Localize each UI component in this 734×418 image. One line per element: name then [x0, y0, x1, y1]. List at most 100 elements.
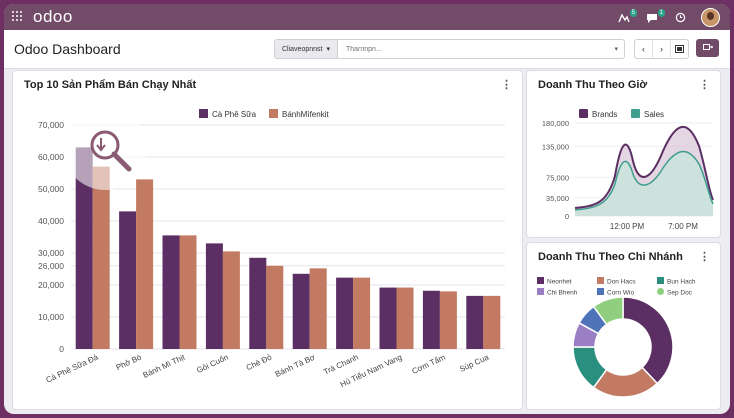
area-chart-title: Doanh Thu Theo Giờ — [538, 79, 648, 91]
top-products-card: Top 10 Sản Phẩm Bán Chạy Nhất ⋮ Cà Phê S… — [12, 70, 523, 410]
bar — [162, 235, 180, 349]
donut-legend-swatch — [657, 288, 664, 295]
area-chart-menu-icon[interactable]: ⋮ — [699, 79, 710, 91]
bar-xtick-label: Cà Phê Sữa Đá — [45, 352, 101, 384]
area-legend-swatch — [579, 109, 588, 118]
donut-slice — [592, 296, 624, 326]
bar-ytick-label: 10,000 — [38, 312, 64, 322]
bar — [179, 235, 197, 349]
branch-revenue-card: Doanh Thu Theo Chi Nhánh ⋮ Neonhet Don Ha… — [526, 242, 721, 410]
bar — [292, 273, 310, 349]
bar-ytick-label: 60,000 — [38, 152, 64, 162]
facet-dropdown-icon: ▾ — [326, 46, 330, 53]
bar — [75, 147, 93, 349]
area-ytick-label: 0 — [565, 212, 569, 221]
bar-ytick-label: 70,000 — [38, 120, 64, 130]
facet-label: Cliaveopnnst — [282, 45, 323, 53]
bar-ytick-label: 50,000 — [38, 184, 64, 194]
bar-ytick-label: 40,000 — [38, 216, 64, 226]
area-ytick-label: 75,000 — [546, 173, 569, 182]
donut-chart-menu-icon[interactable]: ⋮ — [699, 251, 710, 263]
bar-legend-swatch — [199, 109, 208, 118]
bar — [205, 243, 223, 349]
donut-legend-swatch — [657, 277, 664, 284]
magnifier-icon — [90, 130, 120, 160]
bar-xtick-label: Cơm Tấm — [411, 353, 448, 376]
pager: ‹ › — [634, 39, 689, 59]
bar — [119, 211, 137, 349]
bar — [336, 277, 354, 349]
bar-xtick-label: Bánh Tà Bơ — [274, 352, 317, 379]
bar-legend-swatch — [269, 109, 278, 118]
bar-ytick-label: 26,000 — [38, 261, 64, 271]
bar-xtick-label: Gỏi Cuốn — [195, 353, 229, 375]
bar-chart: Cà Phê Sữa BánhMìfenkit 0 10,000 20,000 26,0… — [38, 106, 505, 389]
chat-icon[interactable]: 1 — [645, 8, 665, 25]
magnifier-overlay — [63, 106, 147, 190]
bar-xtick-label: Phở Bò — [115, 352, 144, 372]
donut-legend-label: Corn Wio — [607, 290, 634, 297]
bar-legend-label: Cà Phê Sữa — [212, 110, 257, 119]
bar-xtick-label: Súp Cua — [458, 352, 491, 374]
top-navbar: odoo 5 1 — [4, 4, 730, 30]
bar — [466, 295, 484, 349]
donut-legend-label: Don Hacs — [607, 279, 636, 286]
donut-legend-swatch — [537, 288, 544, 295]
search-facet[interactable]: Cliaveopnnst ▾ — [275, 40, 338, 58]
activity-icon[interactable]: 5 — [617, 8, 637, 25]
bar — [266, 265, 284, 349]
bar — [249, 257, 267, 349]
bar-xtick-label: Chè Đỏ — [245, 352, 274, 372]
area-chart: 0 35,000 75,000 135,000 180,000 Brands Sales 12… — [542, 109, 714, 231]
dashboard-action-button[interactable] — [696, 39, 719, 57]
donut-legend-label: Neonhet — [547, 279, 572, 286]
bar — [396, 287, 414, 349]
layout-icon[interactable] — [671, 40, 688, 58]
area-legend-label: Sales — [644, 110, 664, 119]
area-xtick-label: 7:00 PM — [668, 222, 698, 231]
donut-legend-swatch — [597, 288, 604, 295]
bar-ytick-label: 20,000 — [38, 280, 64, 290]
bar — [422, 290, 440, 349]
donut-chart-title: Doanh Thu Theo Chi Nhánh — [538, 251, 683, 263]
app-window: odoo 5 1 Odoo Dashboard Cliaveopnnst ▾ — [4, 4, 730, 414]
donut-legend-label: Bun Hach — [667, 279, 696, 286]
bar-xtick-label: Bánh Mì Thịt — [142, 352, 187, 380]
area-ytick-label: 35,000 — [546, 194, 569, 203]
area-xtick-label: 12:00 PM — [610, 222, 645, 231]
odoo-logo[interactable]: odoo — [33, 7, 73, 26]
bar — [309, 268, 327, 349]
donut-legend-swatch — [537, 277, 544, 284]
bar-chart-menu-icon[interactable]: ⋮ — [501, 79, 512, 91]
area-legend-label: Brands — [592, 110, 617, 119]
clock-icon[interactable] — [673, 11, 687, 25]
control-panel: Odoo Dashboard Cliaveopnnst ▾ ▾ ‹ › — [4, 30, 730, 69]
page-title: Odoo Dashboard — [14, 41, 121, 57]
area-line-brands — [574, 125, 714, 209]
bar-ytick-label: 30,000 — [38, 248, 64, 258]
area-ytick-label: 135,000 — [542, 142, 569, 151]
apps-menu-icon[interactable] — [12, 11, 22, 21]
bar — [92, 166, 110, 349]
donut-legend-label: Chi Bhenh — [547, 290, 578, 297]
bar — [222, 251, 240, 349]
bar — [353, 277, 371, 349]
next-icon[interactable]: › — [653, 40, 671, 58]
bar — [379, 287, 397, 349]
chat-badge: 1 — [657, 8, 665, 17]
area-legend-swatch — [631, 109, 640, 118]
search-options-icon[interactable]: ▾ — [614, 46, 618, 53]
bar-legend-label: BánhMìfenkit — [282, 110, 329, 119]
previous-icon[interactable]: ‹ — [635, 40, 653, 58]
bar — [136, 179, 154, 349]
bar — [483, 295, 501, 349]
donut-legend-swatch — [597, 277, 604, 284]
search-input[interactable] — [337, 44, 615, 54]
donut-legend-label: Sep Doc — [667, 290, 693, 297]
user-avatar[interactable] — [701, 8, 720, 27]
area-line-sales — [574, 150, 714, 211]
bar-chart-title: Top 10 Sản Phẩm Bán Chạy Nhất — [24, 79, 197, 91]
area-fill-sales — [575, 151, 713, 216]
search-bar[interactable]: Cliaveopnnst ▾ ▾ — [274, 39, 625, 59]
area-ytick-label: 180,000 — [542, 119, 569, 128]
